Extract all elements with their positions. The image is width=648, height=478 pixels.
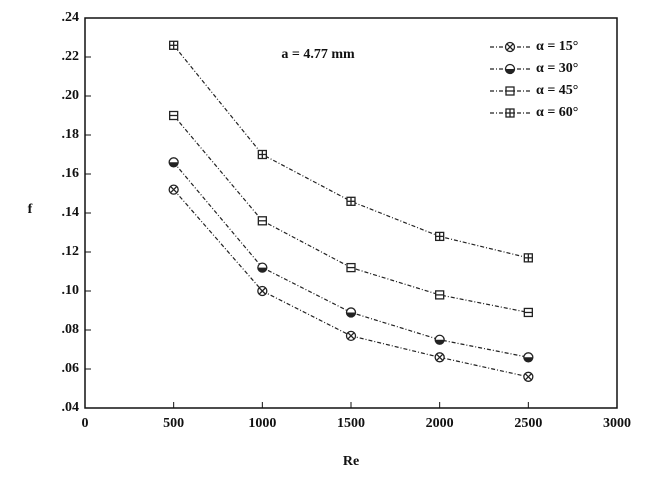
point-marker bbox=[523, 371, 534, 382]
point-marker bbox=[346, 262, 356, 273]
marker-part bbox=[524, 373, 532, 381]
y-tick-label: .06 bbox=[62, 361, 80, 376]
series-line bbox=[173, 115, 529, 314]
marker-part bbox=[347, 332, 355, 340]
plot-frame bbox=[84, 17, 618, 409]
point-marker bbox=[257, 216, 267, 226]
point-marker bbox=[504, 63, 516, 75]
point-marker bbox=[257, 285, 268, 297]
y-axis-label: f bbox=[28, 202, 33, 217]
point-marker bbox=[346, 196, 356, 206]
y-tick-label: .08 bbox=[62, 322, 80, 337]
legend-label: α = 30° bbox=[536, 61, 578, 76]
point-marker bbox=[505, 86, 515, 96]
x-tick-label: 3000 bbox=[603, 416, 631, 431]
x-tick-label: 1000 bbox=[248, 416, 276, 431]
x-tick-label: 500 bbox=[163, 416, 184, 431]
y-tick-label: .24 bbox=[62, 10, 80, 25]
y-tick-label: .10 bbox=[62, 283, 80, 298]
y-tick-label: .22 bbox=[62, 49, 80, 64]
point-marker bbox=[257, 149, 267, 160]
point-marker bbox=[168, 157, 179, 168]
point-marker bbox=[169, 40, 179, 50]
y-tick-label: .20 bbox=[62, 88, 80, 103]
point-marker bbox=[505, 108, 515, 118]
marker-part bbox=[436, 353, 444, 361]
x-axis-label: Re bbox=[343, 454, 359, 469]
marker-part bbox=[435, 339, 445, 345]
marker-part bbox=[523, 357, 533, 362]
x-tick-label: 2000 bbox=[426, 416, 454, 431]
y-tick-label: .12 bbox=[62, 244, 80, 259]
point-marker bbox=[257, 262, 268, 273]
series-line bbox=[173, 161, 529, 358]
series-line bbox=[173, 189, 529, 378]
point-marker bbox=[345, 330, 357, 342]
point-marker bbox=[434, 352, 445, 363]
marker-part bbox=[169, 162, 179, 167]
point-marker bbox=[345, 307, 357, 318]
legend-label: α = 60° bbox=[536, 105, 578, 120]
marker-part bbox=[506, 43, 514, 51]
point-marker bbox=[523, 307, 533, 318]
point-marker bbox=[504, 41, 516, 53]
marker-part bbox=[346, 312, 356, 317]
point-marker bbox=[169, 110, 179, 121]
point-marker bbox=[435, 290, 445, 300]
marker-part bbox=[257, 267, 267, 273]
x-tick-label: 0 bbox=[82, 416, 89, 431]
y-tick-label: .04 bbox=[62, 400, 80, 415]
point-marker bbox=[434, 334, 445, 345]
marker-part bbox=[170, 186, 178, 194]
y-tick-label: .16 bbox=[62, 166, 80, 181]
legend-label: α = 15° bbox=[536, 39, 578, 54]
annotation: a = 4.77 mm bbox=[281, 47, 355, 62]
y-tick-label: .18 bbox=[62, 127, 80, 142]
x-tick-label: 2500 bbox=[514, 416, 542, 431]
marker-part bbox=[505, 69, 515, 74]
legend-label: α = 45° bbox=[536, 83, 578, 98]
point-marker bbox=[523, 352, 534, 363]
point-marker bbox=[168, 184, 179, 195]
y-tick-label: .14 bbox=[62, 205, 80, 220]
marker-part bbox=[258, 287, 266, 295]
point-marker bbox=[435, 231, 445, 242]
x-tick-label: 1500 bbox=[337, 416, 365, 431]
point-marker bbox=[523, 253, 533, 263]
